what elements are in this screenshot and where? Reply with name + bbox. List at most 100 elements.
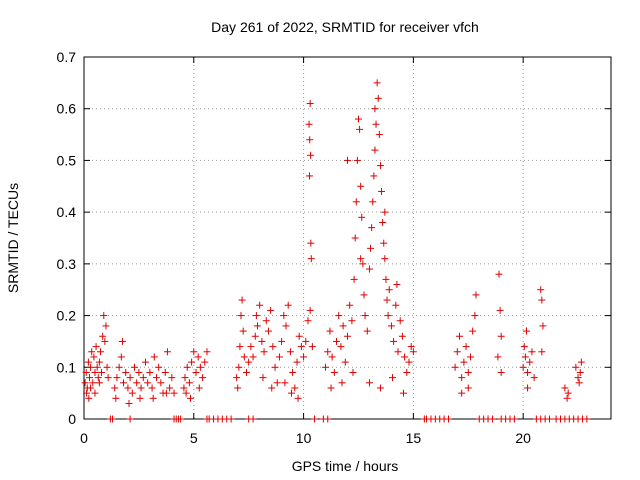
data-point [458, 389, 466, 397]
data-point [403, 368, 411, 376]
data-point [583, 415, 591, 423]
data-point [185, 379, 193, 387]
data-point [381, 255, 389, 263]
data-point [269, 343, 277, 351]
data-point [393, 281, 401, 289]
data-point [352, 198, 360, 206]
y-tick-label: 0 [68, 411, 76, 427]
data-point [373, 79, 381, 87]
data-point [85, 374, 93, 382]
data-point [280, 312, 288, 320]
data-point [281, 379, 289, 387]
data-point [152, 374, 160, 382]
y-tick-label: 0.2 [57, 308, 77, 324]
data-point [118, 337, 126, 345]
data-point [304, 317, 312, 325]
data-point [346, 301, 354, 309]
data-point [284, 301, 292, 309]
data-point [237, 312, 245, 320]
data-point [361, 312, 369, 320]
data-point [82, 368, 90, 376]
data-point [302, 337, 310, 345]
data-point [370, 172, 378, 180]
data-point [297, 343, 305, 351]
data-point [359, 260, 367, 268]
y-tick-label: 0.7 [57, 49, 77, 65]
data-point [369, 198, 377, 206]
data-point [564, 389, 572, 397]
data-point [344, 156, 351, 164]
data-point [148, 384, 156, 392]
data-point [524, 368, 532, 376]
data-point [245, 358, 253, 366]
data-point [141, 358, 149, 366]
data-point [472, 291, 480, 299]
data-point [496, 306, 504, 314]
data-point [337, 343, 345, 351]
data-point [494, 353, 502, 361]
data-point [155, 363, 163, 371]
data-point [163, 348, 171, 356]
data-point [103, 363, 111, 371]
data-point [253, 322, 261, 330]
data-point [144, 379, 152, 387]
data-point [375, 131, 383, 139]
data-point [87, 384, 95, 392]
data-point [376, 162, 384, 170]
data-point [260, 348, 268, 356]
data-point [203, 348, 211, 356]
data-point [139, 374, 147, 382]
data-point [259, 374, 267, 382]
data-point [186, 394, 194, 402]
data-point [526, 358, 534, 366]
data-point [256, 301, 264, 309]
data-point [94, 374, 102, 382]
data-point [168, 374, 176, 382]
data-point [407, 343, 415, 351]
data-point [383, 296, 391, 304]
data-point [497, 332, 505, 340]
data-point [271, 363, 279, 371]
y-tick-label: 0.1 [57, 359, 77, 375]
data-point [115, 363, 123, 371]
data-point [181, 374, 189, 382]
data-point [95, 358, 103, 366]
data-point [396, 317, 404, 325]
data-point [488, 415, 496, 423]
data-point [273, 379, 281, 387]
data-point [190, 348, 198, 356]
data-point [195, 384, 203, 392]
data-point [327, 384, 335, 392]
data-point [100, 312, 108, 320]
data-point [101, 337, 109, 345]
plot-frame [83, 56, 612, 420]
data-point [109, 415, 117, 423]
data-point [335, 312, 343, 320]
data-point [378, 187, 386, 195]
data-point [365, 265, 373, 273]
x-tick-label: 0 [80, 430, 88, 446]
data-point [242, 368, 250, 376]
data-point [510, 415, 518, 423]
data-point [238, 296, 246, 304]
data-point [88, 348, 96, 356]
data-point [262, 317, 270, 325]
data-point [126, 415, 134, 423]
data-point [307, 239, 315, 247]
data-point [464, 368, 472, 376]
data-point [267, 306, 275, 314]
data-point [93, 363, 101, 371]
y-tick-label: 0.5 [57, 152, 77, 168]
data-point [183, 363, 191, 371]
data-point [524, 384, 532, 392]
data-point [466, 353, 474, 361]
data-point [85, 394, 93, 402]
y-tick-label: 0.3 [57, 256, 77, 272]
y-tick-label: 0.4 [57, 204, 77, 220]
data-point [338, 379, 346, 387]
data-point [182, 389, 190, 397]
data-point [365, 379, 373, 387]
data-point [128, 389, 136, 397]
data-point [561, 384, 569, 392]
data-point [360, 291, 368, 299]
